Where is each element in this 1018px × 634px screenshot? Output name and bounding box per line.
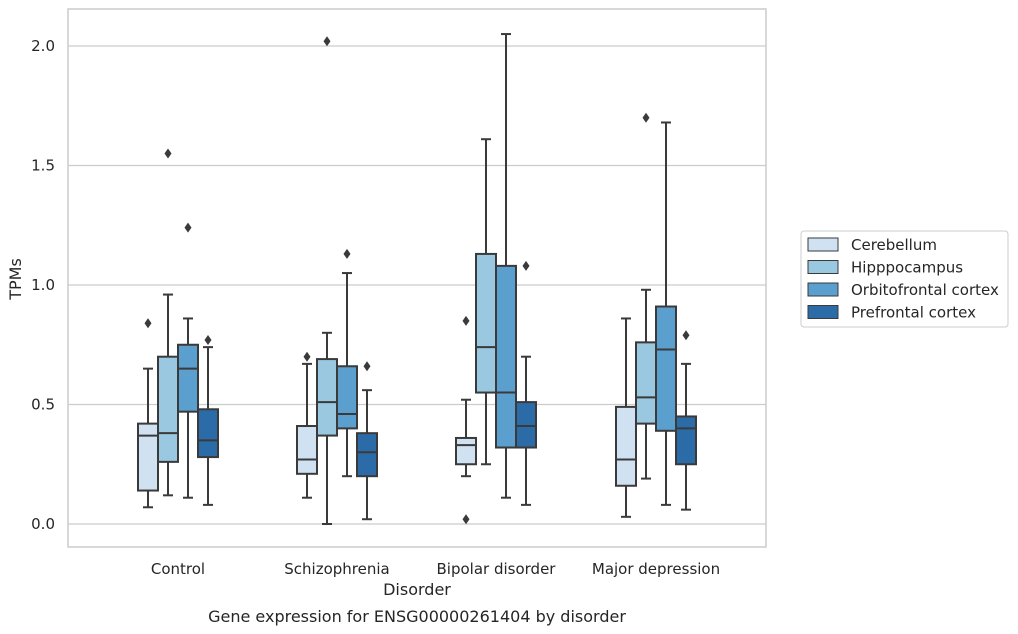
box-body [197,408,219,459]
outlier-point [682,330,690,341]
y-tick-label: 0.5 [31,396,55,414]
outlier-point [323,36,331,47]
y-tick-label: 1.0 [31,276,55,294]
box-3-2 [515,260,537,506]
box-3-0 [197,334,219,506]
legend-items: Cerebellum Hipppocampus Orbitofrontal cort… [807,236,999,322]
outlier-point [164,148,172,159]
legend-frame [800,230,1009,328]
box-body [157,355,179,463]
legend-label: Prefrontal cortex [851,304,976,322]
box-2-2 [495,33,517,499]
box-3-3 [675,330,697,511]
x-tick-label: Control [151,560,205,578]
legend-swatch [807,260,839,274]
box-2-0 [177,222,199,499]
outlier-point [144,318,152,329]
y-tick-label: 1.5 [31,157,55,175]
outlier-point [642,112,650,123]
legend-label: Orbitofrontal cortex [851,281,999,299]
outlier-point [343,248,351,259]
x-axis-label: Disorder [383,580,451,599]
y-tick-label: 0.0 [31,515,55,533]
box-0-2 [455,315,477,525]
box-body [675,415,697,466]
box-body [475,252,497,394]
box-2-1 [336,248,358,478]
box-0-3 [615,317,637,518]
box-body [336,365,358,430]
boxes [137,33,697,525]
box-0-1 [296,351,318,499]
box-body [316,358,338,437]
box-body [455,436,477,466]
box-1-2 [475,138,497,466]
outlier-point [184,222,192,233]
box-3-1 [356,361,378,521]
chart-caption: Gene expression for ENSG00000261404 by d… [208,607,626,626]
outlier-point [522,260,530,271]
outlier-point [462,315,470,326]
x-tick-label: Bipolar disorder [437,560,557,578]
plot-area [67,8,767,548]
box-body [177,343,199,413]
x-tick-labels: Control Schizophrenia Bipolar disorder Majo… [151,560,720,578]
legend-label: Hipppocampus [851,259,963,277]
outlier-point [462,514,470,525]
y-tick-labels: 0.0 0.5 1.0 1.5 2.0 [31,37,55,533]
y-tick-label: 2.0 [31,37,55,55]
box-body [655,305,677,432]
x-tick-label: Schizophrenia [284,560,389,578]
outlier-point [363,361,371,372]
x-tick-label: Major depression [592,560,720,578]
legend-swatch [807,282,839,297]
box-body [635,341,657,425]
box-2-3 [655,121,677,506]
box-body [356,432,378,478]
legend-swatch [807,237,839,252]
box-body [515,401,537,449]
box-1-0 [157,148,179,497]
outlier-point [204,334,212,345]
legend-label: Cerebellum [851,236,937,254]
box-body [296,425,318,475]
box-body [495,264,517,449]
legend: Cerebellum Hipppocampus Orbitofrontal cort… [800,230,1009,328]
outlier-point [303,351,311,362]
box-body [137,422,159,492]
y-axis-label: TPMs [6,258,25,301]
legend-swatch [807,305,839,319]
box-body [615,405,637,487]
